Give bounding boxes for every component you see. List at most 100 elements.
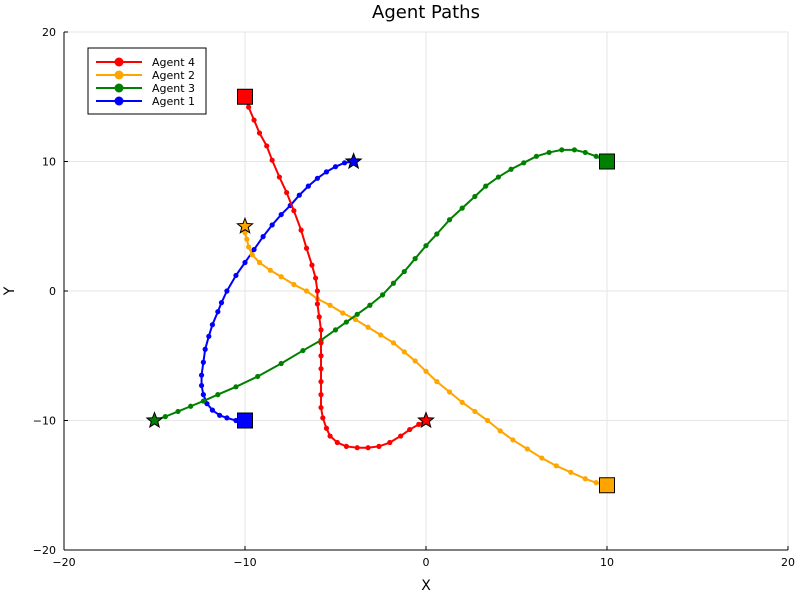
agent-1-series [198, 152, 363, 429]
x-axis-label: X [421, 578, 431, 594]
agent-3-point [215, 392, 221, 398]
legend-item-agent-3: Agent 3 [96, 82, 195, 95]
agent-4-end-square-marker [237, 88, 253, 105]
agent-1-point [323, 169, 330, 175]
legend-box [87, 47, 207, 115]
agent-2-point [278, 274, 284, 280]
agent-3-end-square-marker [599, 153, 615, 170]
agent-1-point [269, 222, 275, 228]
agent-1-point [314, 175, 320, 181]
agent-2-point [291, 281, 297, 288]
y-tick-label: −20 [33, 544, 56, 557]
x-tick-label: −10 [233, 556, 256, 569]
agent-2-point [524, 446, 530, 452]
agent-2-point [327, 302, 333, 308]
agent-2-point [510, 437, 516, 443]
agent-3-point [278, 360, 284, 367]
agent-1-point [209, 322, 216, 328]
agent-2-point [340, 310, 346, 316]
agent-2-point [446, 389, 453, 395]
agent-4-point [246, 104, 252, 110]
agent-1-start-star-marker [344, 152, 363, 170]
agent-3-point [423, 243, 429, 249]
agent-3-point [332, 327, 339, 333]
legend-swatch-marker [114, 57, 124, 67]
y-tick-label: 10 [42, 156, 56, 169]
agent-3-point [571, 147, 578, 153]
agent-2-point [423, 368, 429, 374]
agent-2-point [352, 316, 359, 323]
agent-3-point [434, 231, 440, 237]
agent-2-point [244, 236, 250, 242]
agent-2-path-line [244, 226, 608, 487]
agent-1-point [341, 160, 348, 166]
agent-4-point [303, 245, 310, 251]
y-axis-label: Y [2, 286, 18, 296]
x-tick-label: 10 [600, 556, 614, 569]
ticks-layer: −20 −10 0 10 20 −20 −10 0 10 20 [33, 26, 795, 569]
agent-3-point [200, 398, 206, 404]
agent-3-point [521, 160, 527, 166]
agent-3-point [546, 149, 552, 156]
agent-2-point [553, 463, 559, 469]
agent-4-point [407, 426, 413, 433]
agent-1-point [332, 164, 339, 170]
agent-4-point [343, 443, 349, 449]
series-layer [145, 88, 615, 494]
agent-4-point [269, 157, 275, 163]
agent-3-point [483, 183, 489, 189]
agent-4-point [284, 189, 290, 196]
agent-4-point [318, 379, 324, 385]
agent-3-point [379, 292, 386, 298]
agent-2-point [434, 379, 440, 385]
agent-2-point [412, 358, 418, 364]
agent-2-point [246, 244, 252, 250]
legend-swatch-marker [114, 96, 124, 106]
agent-2-end-square-marker [599, 477, 615, 494]
agent-2-point [365, 324, 371, 330]
agent-4-series [237, 88, 435, 451]
agent-4-point [312, 275, 319, 281]
agent-2-point [568, 469, 574, 475]
agent-2-point [593, 480, 599, 486]
agent-2-point [539, 455, 545, 461]
agent-2-point [303, 288, 310, 294]
agent-4-point [298, 227, 304, 233]
agent-3-point [412, 256, 418, 262]
agent-4-point [365, 445, 371, 451]
agent-1-point [224, 415, 230, 421]
agent-2-point [582, 476, 588, 482]
agent-4-point [316, 314, 322, 320]
agent-1-point [215, 309, 221, 315]
agent-1-point [278, 211, 284, 218]
agent-1-point [242, 259, 248, 266]
agent-3-point [175, 408, 181, 415]
legend-item-agent-2: Agent 2 [96, 69, 195, 82]
agent-3-point [446, 217, 453, 223]
y-tick-label: −10 [33, 415, 56, 428]
agent-1-point [200, 392, 206, 398]
legend-label: Agent 1 [152, 95, 195, 108]
agent-4-point [314, 301, 320, 307]
agent-4-point [354, 445, 360, 451]
x-tick-label: 20 [781, 556, 795, 569]
agent-2-point [472, 408, 478, 415]
x-tick-label: 0 [423, 556, 430, 569]
agent-1-end-square-marker [237, 412, 253, 429]
agent-4-point [276, 174, 282, 180]
legend-item-agent-4: Agent 4 [96, 56, 195, 69]
agent-4-point [309, 262, 315, 268]
agent-3-point [300, 347, 306, 354]
agent-2-point [378, 332, 384, 338]
agent-2-point [256, 259, 263, 266]
agent-3-point [354, 311, 360, 317]
agent-1-point [305, 183, 311, 189]
agent-4-start-star-marker [417, 411, 435, 429]
agent-1-point [296, 192, 302, 198]
legend-label: Agent 2 [152, 69, 195, 82]
legend-swatch-marker [114, 83, 124, 93]
agent-3-point [582, 149, 588, 156]
agent-1-point [206, 333, 212, 339]
